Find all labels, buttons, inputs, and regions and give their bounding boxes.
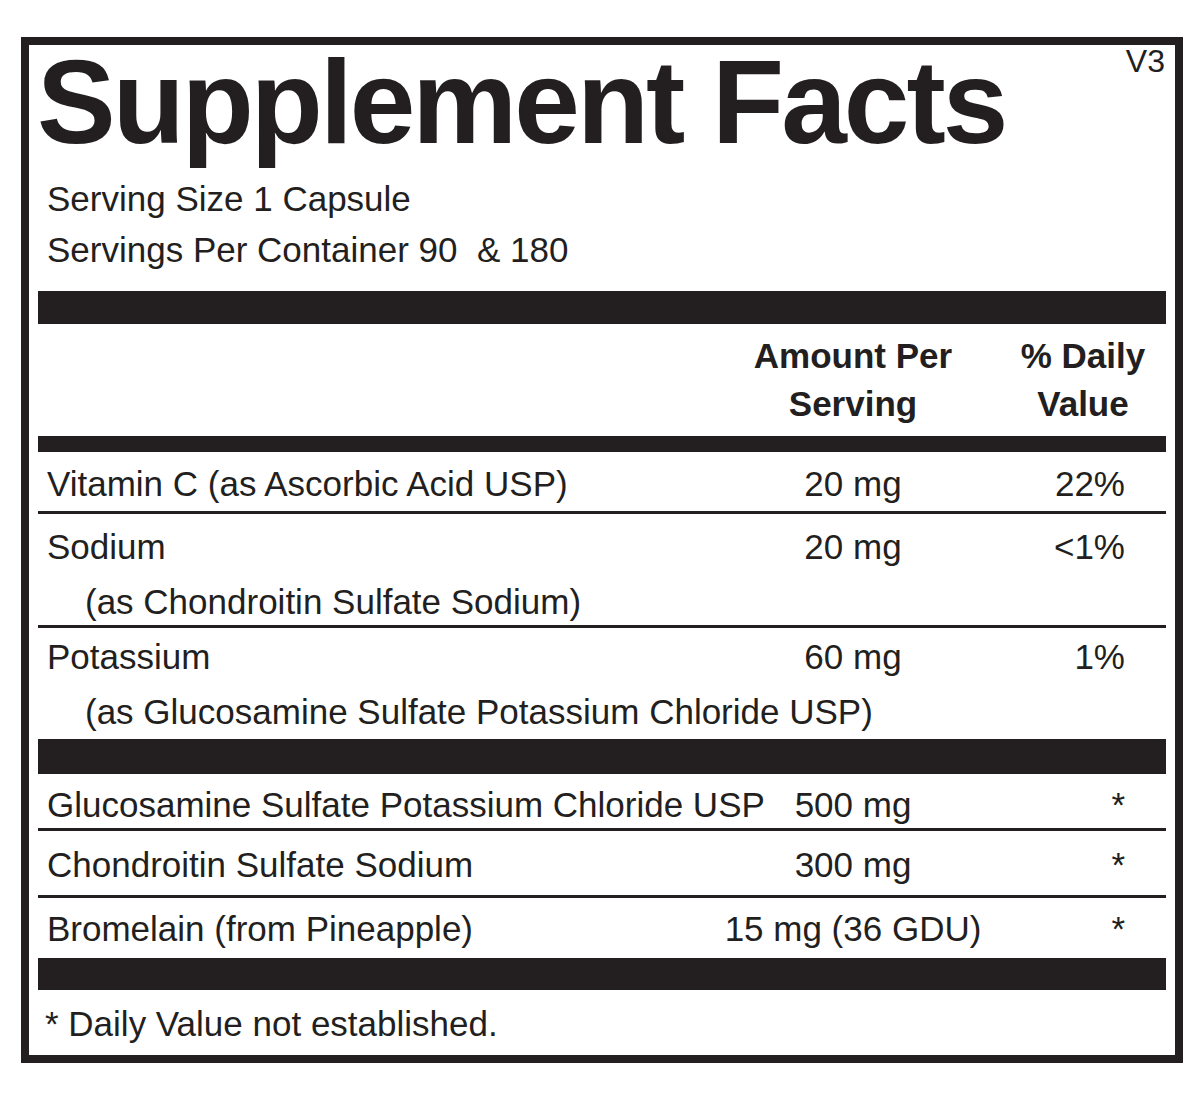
- nutrient-dv-potassium: 1%: [1003, 636, 1125, 678]
- row-separator: [38, 511, 1166, 514]
- section-divider-bar-middle: [38, 739, 1166, 774]
- row-separator: [38, 828, 1166, 831]
- nutrient-source-sodium: (as Chondroitin Sulfate Sodium): [85, 581, 581, 623]
- nutrient-name-sodium: Sodium: [47, 526, 166, 568]
- column-header-dv-line2: Value: [1003, 380, 1163, 428]
- column-header-amount-line2: Serving: [703, 380, 1003, 428]
- ingredient-amount-glucosamine: 500 mg: [703, 784, 1003, 826]
- nutrient-dv-vitamin-c: 22%: [1003, 463, 1125, 505]
- row-separator: [38, 895, 1166, 898]
- column-header-amount-line1: Amount Per: [703, 332, 1003, 380]
- nutrient-amount-sodium: 20 mg: [703, 526, 1003, 568]
- nutrient-source-potassium: (as Glucosamine Sulfate Potassium Chlori…: [85, 691, 873, 733]
- footnote-text: * Daily Value not established.: [45, 1003, 498, 1045]
- nutrient-name-vitamin-c: Vitamin C (as Ascorbic Acid USP): [47, 463, 568, 505]
- row-separator: [38, 625, 1166, 628]
- column-header-amount-per-serving: Amount Per Serving: [703, 332, 1003, 428]
- nutrient-dv-sodium: <1%: [1003, 526, 1125, 568]
- label-title: Supplement Facts: [37, 41, 1005, 165]
- ingredient-amount-bromelain: 15 mg (36 GDU): [703, 908, 1003, 950]
- supplement-facts-label: V3 Supplement Facts Serving Size 1 Capsu…: [21, 37, 1183, 1063]
- version-tag: V3: [1126, 45, 1165, 77]
- nutrient-amount-potassium: 60 mg: [703, 636, 1003, 678]
- serving-size-text: Serving Size 1 Capsule: [47, 178, 411, 220]
- section-divider-bar-header: [38, 436, 1166, 452]
- label-inner: V3 Supplement Facts Serving Size 1 Capsu…: [29, 45, 1175, 1055]
- nutrient-amount-vitamin-c: 20 mg: [703, 463, 1003, 505]
- column-header-dv-line1: % Daily: [1003, 332, 1163, 380]
- column-header-daily-value: % Daily Value: [1003, 332, 1163, 428]
- ingredient-dv-bromelain: *: [1003, 908, 1125, 950]
- ingredient-name-chondroitin: Chondroitin Sulfate Sodium: [47, 844, 473, 886]
- ingredient-name-bromelain: Bromelain (from Pineapple): [47, 908, 473, 950]
- ingredient-amount-chondroitin: 300 mg: [703, 844, 1003, 886]
- ingredient-name-glucosamine: Glucosamine Sulfate Potassium Chloride U…: [47, 784, 765, 826]
- nutrient-name-potassium: Potassium: [47, 636, 210, 678]
- section-divider-bar-bottom: [38, 958, 1166, 990]
- ingredient-dv-glucosamine: *: [1003, 784, 1125, 826]
- ingredient-dv-chondroitin: *: [1003, 844, 1125, 886]
- servings-per-container-text: Servings Per Container 90 & 180: [47, 229, 568, 271]
- section-divider-bar-top: [38, 291, 1166, 324]
